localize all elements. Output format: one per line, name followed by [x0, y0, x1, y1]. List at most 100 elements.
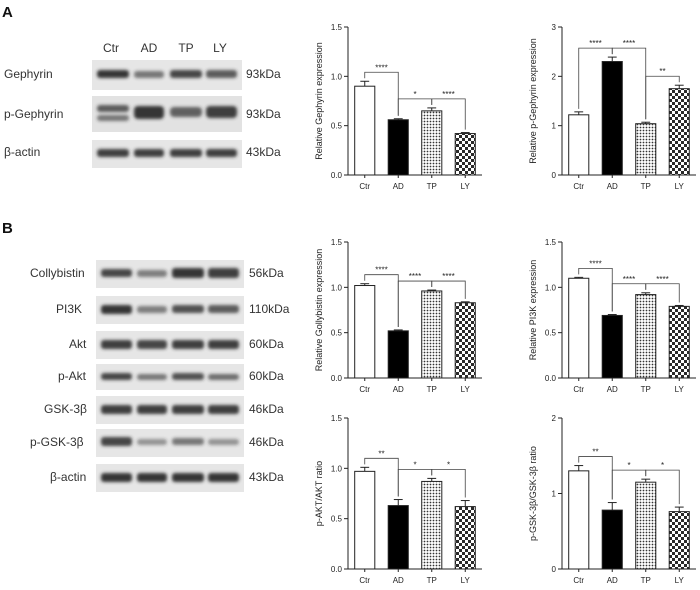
x-tick-label: LY [675, 576, 685, 585]
significance-label: * [661, 461, 664, 470]
y-tick-label: 0.0 [331, 374, 343, 383]
blot-band [172, 340, 204, 349]
blot-band [208, 340, 239, 349]
y-tick-label: 0.5 [331, 515, 343, 524]
significance-bracket [645, 283, 680, 303]
blot-size: 56kDa [249, 266, 284, 280]
blot-row-akt: Akt 60kDa [69, 331, 284, 359]
blot-size: 46kDa [249, 435, 284, 449]
blot-band [208, 268, 239, 278]
significance-label: **** [442, 272, 454, 281]
significance-bracket [364, 71, 399, 116]
y-tick-label: 0.0 [545, 374, 557, 383]
blot-row-collybistin: Collybistin 56kDa [30, 260, 284, 288]
blot-band [134, 71, 164, 78]
blot-size: 46kDa [249, 402, 284, 416]
blot-band [172, 438, 204, 445]
blot-label: GSK-3β [44, 402, 87, 416]
blot-row-p-akt: p-Akt 60kDa [58, 364, 284, 390]
x-tick-label: AD [393, 385, 404, 394]
bar [601, 61, 623, 176]
blot-label: PI3K [56, 302, 82, 316]
y-tick-label: 0.0 [331, 565, 343, 574]
blot-band [172, 405, 204, 414]
significance-label: **** [623, 39, 635, 48]
significance-label: **** [589, 259, 601, 268]
blot-band [134, 106, 164, 119]
significance-label: **** [375, 63, 387, 72]
blot-band [172, 373, 204, 380]
x-tick-label: LY [461, 385, 471, 394]
significance-label: **** [656, 275, 668, 284]
blot-band [170, 107, 202, 117]
x-tick-label: TP [641, 182, 651, 191]
x-tick-label: Ctr [359, 385, 370, 394]
blot-band [172, 268, 204, 278]
bar [421, 480, 443, 570]
blot-a-lane-headers: Ctr AD TP LY [103, 41, 227, 55]
bar [601, 314, 623, 379]
blot-band [101, 437, 132, 446]
x-tick-label: AD [607, 576, 618, 585]
x-tick-label: AD [393, 576, 404, 585]
bar [387, 505, 409, 570]
x-tick-label: LY [675, 385, 685, 394]
significance-label: **** [409, 272, 421, 281]
blot-band [101, 340, 132, 349]
x-tick-label: LY [461, 182, 471, 191]
x-tick-label: Ctr [359, 182, 370, 191]
blot-row-beta-actin: β-actin 43kDa [4, 140, 281, 168]
blot-row-beta-actin-b: β-actin 43kDa [50, 464, 284, 492]
y-tick-label: 0.0 [331, 171, 343, 180]
panel-label-b: B [2, 220, 13, 237]
y-tick-label: 0.5 [331, 122, 343, 131]
y-tick-label: 1.0 [545, 283, 557, 292]
significance-label: ** [659, 67, 665, 76]
chart-p-gephyrin: 0 1 2 3 Relative p-Gephyrin expression Ctr AD T… [528, 23, 696, 191]
blot-band [97, 70, 129, 78]
significance-label: * [413, 460, 416, 469]
blot-band [97, 105, 129, 112]
x-tick-label: TP [641, 385, 651, 394]
blot-band [101, 305, 132, 314]
blot-band [206, 106, 237, 118]
significance-bracket [431, 98, 466, 130]
blot-label: β-actin [4, 145, 40, 159]
blot-band [206, 70, 237, 78]
blot-band [101, 373, 132, 380]
bar [635, 294, 657, 379]
blot-label: β-actin [50, 470, 86, 484]
bar [354, 285, 376, 379]
bar [668, 511, 690, 570]
blot-row-pi3k: PI3K 110kDa [56, 296, 290, 324]
y-tick-label: 1.5 [545, 238, 557, 247]
y-tick-label: 0 [552, 171, 557, 180]
significance-label: * [447, 460, 450, 469]
blot-band [97, 115, 129, 121]
blot-row-p-gsk3b: p-GSK-3β 46kDa [30, 429, 284, 457]
blot-size: 110kDa [249, 302, 290, 316]
blot-label: Collybistin [30, 266, 85, 280]
x-tick-label: Ctr [573, 182, 584, 191]
blot-band [137, 473, 167, 482]
blot-band [208, 374, 239, 380]
bar [454, 302, 476, 379]
y-tick-label: 1.0 [331, 283, 343, 292]
y-tick-label: 1.5 [331, 238, 343, 247]
significance-label: **** [375, 266, 387, 275]
blot-size: 93kDa [246, 107, 281, 121]
blot-band [134, 149, 164, 157]
blot-size: 60kDa [249, 337, 284, 351]
blot-row-gsk3b: GSK-3β 46kDa [44, 396, 284, 424]
x-tick-label: LY [461, 576, 471, 585]
blot-band [97, 149, 129, 157]
significance-bracket [645, 75, 680, 120]
x-tick-label: TP [427, 385, 437, 394]
blot-row-p-gephyrin: p-Gephyrin 93kDa [4, 96, 281, 132]
blot-label: p-Akt [58, 369, 87, 383]
blot-label: Gephyrin [4, 67, 53, 81]
blot-size: 43kDa [246, 145, 281, 159]
x-tick-label: Ctr [573, 576, 584, 585]
